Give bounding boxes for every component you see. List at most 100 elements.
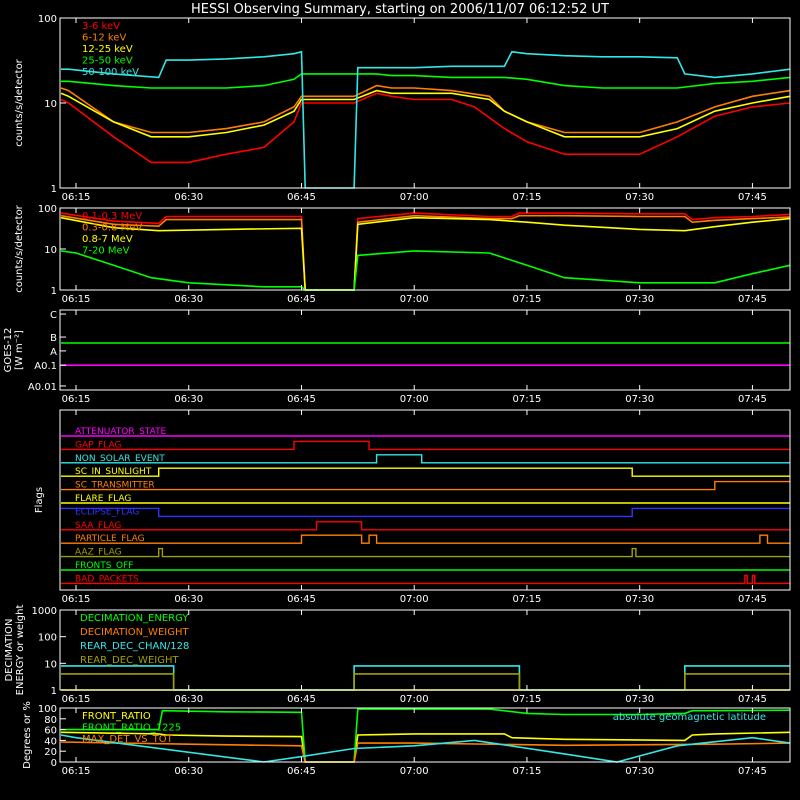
flag-label: FLARE_FLAG <box>75 494 131 504</box>
dec-frame <box>59 609 791 691</box>
lo-ytick-label: 10 <box>44 99 57 110</box>
flag-line <box>61 547 790 558</box>
panel-dec: 06:15 06:30 06:45 07:00 07:15 07:30 07:45 1 10 10… <box>4 605 791 705</box>
hi-ytick-label: 1 <box>51 286 57 297</box>
hi-time-label: 06:15 <box>62 294 91 305</box>
hi-ytick-label: 10 <box>44 245 57 256</box>
lo-series-line <box>60 92 791 164</box>
flag-line <box>61 467 790 477</box>
hi-ylabel: counts/s/detector <box>14 204 25 292</box>
hi-series-line <box>60 212 791 291</box>
lo-legend-entry: 3-6 keV <box>82 21 120 32</box>
lo-legend-entry: 25-50 keV <box>82 56 133 67</box>
hi-legend-entry: 7-20 MeV <box>82 246 130 257</box>
panels: 06:15 06:30 06:45 07:00 07:15 07:30 07:4511010… <box>3 14 791 777</box>
hi-series-line <box>60 214 791 291</box>
goes-ytick-label: B <box>50 333 57 344</box>
flag-line <box>61 574 790 585</box>
panel-goes: 06:15 06:30 06:45 07:00 07:15 07:30 07:45 C BA A0… <box>3 309 791 405</box>
lo-time-label: 07:30 <box>625 192 654 203</box>
hi-time-label: 07:15 <box>513 294 542 305</box>
flag-label: SC_TRANSMITTER <box>75 481 155 491</box>
flag-label: AAZ_FLAG <box>75 548 122 558</box>
ratio-ytick-label: 100 <box>38 704 57 715</box>
ratio-ytick-label: 60 <box>44 726 57 737</box>
lo-legend-entry: 6-12 keV <box>82 33 126 44</box>
flag-line <box>61 534 790 544</box>
dec-time-label: 06:45 <box>287 694 316 705</box>
goes-time-label: 07:00 <box>400 394 429 405</box>
dec-time-label: 06:30 <box>174 694 203 705</box>
ratio-time-label: 07:30 <box>625 766 654 777</box>
ratio-series-line <box>60 731 791 763</box>
goes-time-label: 07:15 <box>513 394 542 405</box>
flag-label: NON_SOLAR_EVENT <box>75 454 165 464</box>
flags-time-label: 07:15 <box>513 594 542 605</box>
goes-time-label: 07:45 <box>738 394 767 405</box>
hi-legend-entry: 0.3-0.8 MeV <box>82 223 142 234</box>
dec-ylabel-2: ENERGY or weight <box>15 605 26 696</box>
flags-time-label: 07:00 <box>400 594 429 605</box>
flag-label: BAD_PACKETS <box>75 574 139 584</box>
lo-time-label: 07:00 <box>400 192 429 203</box>
flag-label: ATTENUATOR_STATE <box>75 427 167 437</box>
panel-ratio: 06:15 06:30 06:45 07:00 07:15 07:30 07:45 02040… <box>22 701 791 777</box>
flag-line <box>61 454 790 464</box>
ratio-time-label: 07:45 <box>738 766 767 777</box>
flag-label: ECLIPSE_FLAG <box>75 507 139 517</box>
ratio-time-label: 06:30 <box>174 766 203 777</box>
lo-legend-entry: 12-25 keV <box>82 44 133 55</box>
lo-series-line <box>60 89 791 138</box>
dec-series-line <box>61 673 790 691</box>
hi-series-line <box>60 250 791 291</box>
ratio-ytick-label: 20 <box>44 747 57 758</box>
lo-legend-entry: 50-100 keV <box>82 67 139 78</box>
flags-time-label: 06:30 <box>174 594 203 605</box>
goes-ytick-label: A <box>50 347 57 358</box>
dec-legend-entry: REAR_DEC_CHAN/128 <box>80 641 189 652</box>
lo-time-label: 07:45 <box>738 192 767 203</box>
dec-time-label: 07:45 <box>738 694 767 705</box>
flags-time-label: 06:15 <box>62 594 91 605</box>
dec-ylabel-1: DECIMATION <box>4 618 15 681</box>
flags-ylabel: Flags <box>34 487 45 513</box>
ratio-series-line <box>60 734 791 763</box>
lo-time-label: 07:15 <box>513 192 542 203</box>
dec-ytick-label: 10 <box>44 659 57 670</box>
lo-ytick-label: 100 <box>38 14 57 25</box>
goes-ytick-label: C <box>50 310 57 321</box>
ratio-legend-entry: FRONT_RATIO <box>82 711 151 722</box>
ratio-ylabel: Degrees or % <box>22 701 33 769</box>
flags-time-label: 06:45 <box>287 594 316 605</box>
dec-legend-entry: REAR_DEC_WEIGHT <box>80 655 179 666</box>
panel-flags: ATTENUATOR_STATE GAP_FLAG NON_SOLAR_EVENT S… <box>34 409 791 605</box>
ratio-frame <box>59 707 791 763</box>
hi-ytick-label: 100 <box>38 204 57 215</box>
lo-ytick-label: 1 <box>51 184 57 195</box>
hi-legend-entry: 0.8-7 MeV <box>82 234 133 245</box>
hi-legend-entry: 0.1-0.3 MeV <box>82 211 142 222</box>
lo-time-label: 06:15 <box>62 192 91 203</box>
ratio-time-label: 07:15 <box>513 766 542 777</box>
dec-legend-entry: DECIMATION_ENERGY <box>80 613 189 624</box>
flags-time-label: 07:45 <box>738 594 767 605</box>
plot-title: HESSI Observing Summary, starting on 200… <box>191 2 609 17</box>
lo-time-label: 06:45 <box>287 192 316 203</box>
panel-hi: 06:15 06:30 06:45 07:00 07:15 07:30 07:45 1 10 10… <box>14 204 791 305</box>
flag-label: SAA_FLAG <box>75 521 121 531</box>
flags-time-label: 07:30 <box>625 594 654 605</box>
goes-time-label: 07:30 <box>625 394 654 405</box>
dec-time-label: 07:15 <box>513 694 542 705</box>
lo-time-label: 06:30 <box>174 192 203 203</box>
dec-time-label: 07:30 <box>625 694 654 705</box>
hi-series-line <box>60 216 791 291</box>
flag-line <box>61 507 790 518</box>
ratio-time-label: 06:15 <box>62 766 91 777</box>
panel-lo: 06:15 06:30 06:45 07:00 07:15 07:30 07:45 1 10 10… <box>14 14 791 203</box>
ratio-legend-entry: MAX_DET_VS_TOT <box>82 734 174 745</box>
ratio-time-label: 07:00 <box>400 766 429 777</box>
flags-frame <box>59 409 791 591</box>
goes-time-label: 06:15 <box>62 394 91 405</box>
flag-label: GAP_FLAG <box>75 440 121 450</box>
